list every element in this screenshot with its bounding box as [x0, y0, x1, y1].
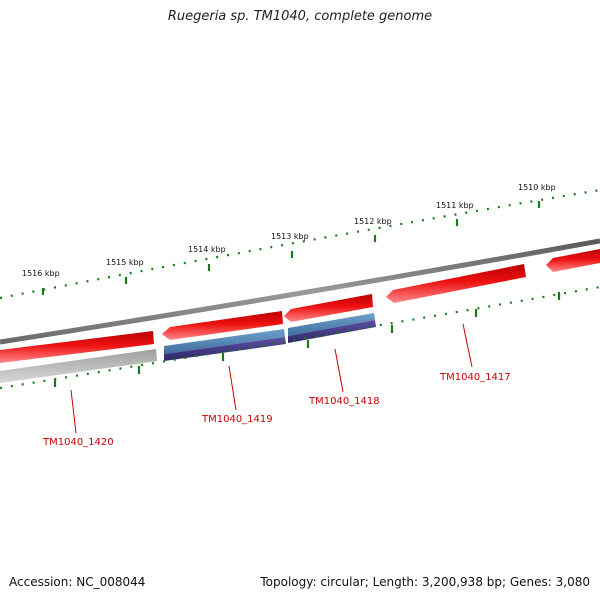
inner-major-ticks [53, 292, 561, 387]
gray-hit-block[interactable] [0, 349, 157, 383]
gene-label-tm1040-1418[interactable]: TM1040_1418 [308, 396, 380, 407]
gene-arrow-tm1040-1420-forward[interactable] [0, 331, 154, 363]
tick-label-1512: 1512 kbp [354, 217, 392, 226]
accession-text: Accession: NC_008044 [9, 575, 146, 589]
gene-arrow-tm1040-1419[interactable] [162, 311, 283, 340]
label-leaders [70, 323, 473, 434]
outer-tick-track [0, 188, 600, 300]
blue-hit-block-left[interactable] [164, 329, 285, 354]
reverse-track[interactable] [0, 313, 376, 383]
tick-label-1513: 1513 kbp [271, 232, 309, 241]
gene-label-tm1040-1417[interactable]: TM1040_1417 [439, 372, 511, 383]
purple-hit-block-left[interactable] [164, 337, 286, 361]
tick-label-1515: 1515 kbp [106, 258, 144, 267]
genome-backbone [0, 238, 600, 345]
genome-summary-text: Topology: circular; Length: 3,200,938 bp… [260, 575, 590, 589]
blue-hit-block-right[interactable] [288, 313, 375, 336]
gene-arrow-tm1040-1417[interactable] [386, 264, 526, 303]
purple-hit-block-right[interactable] [288, 320, 376, 343]
tick-label-1516: 1516 kbp [22, 269, 60, 278]
tick-label-1514: 1514 kbp [188, 245, 226, 254]
tick-label-1510: 1510 kbp [518, 183, 556, 192]
gene-label-tm1040-1419[interactable]: TM1040_1419 [201, 414, 273, 425]
gene-arrow-right-edge[interactable] [546, 249, 600, 272]
gene-label-tm1040-1420[interactable]: TM1040_1420 [42, 437, 114, 448]
major-ticks [41, 201, 541, 295]
tick-label-1511: 1511 kbp [436, 201, 474, 210]
forward-genes[interactable] [0, 249, 600, 363]
gene-arrow-tm1040-1418[interactable] [284, 294, 373, 322]
map-title: Ruegeria sp. TM1040, complete genome [167, 9, 433, 24]
